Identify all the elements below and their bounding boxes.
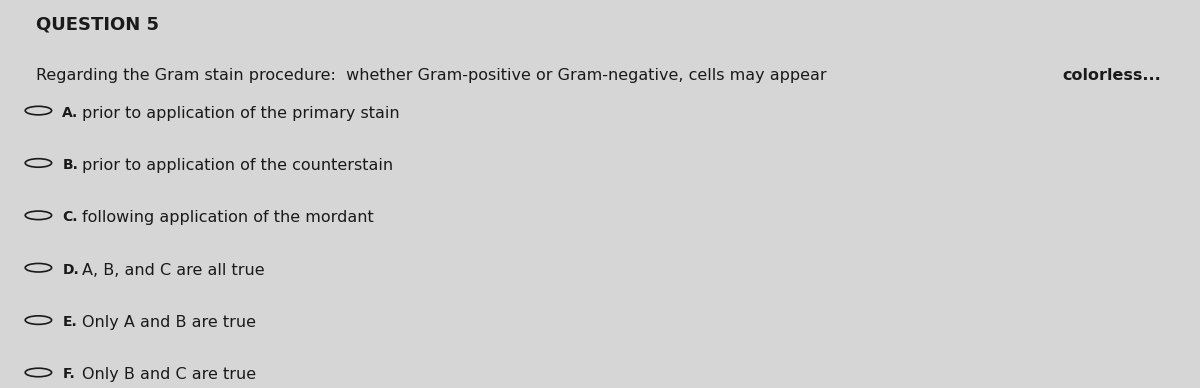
Text: Only A and B are true: Only A and B are true bbox=[82, 315, 256, 330]
Text: B.: B. bbox=[62, 158, 78, 172]
Text: QUESTION 5: QUESTION 5 bbox=[36, 16, 158, 33]
Text: following application of the mordant: following application of the mordant bbox=[82, 210, 373, 225]
Text: F.: F. bbox=[62, 367, 76, 381]
Text: A, B, and C are all true: A, B, and C are all true bbox=[82, 263, 264, 278]
Text: Only B and C are true: Only B and C are true bbox=[82, 367, 256, 383]
Text: A.: A. bbox=[62, 106, 79, 120]
Text: C.: C. bbox=[62, 210, 78, 224]
Text: D.: D. bbox=[62, 263, 79, 277]
Text: E.: E. bbox=[62, 315, 77, 329]
Text: prior to application of the counterstain: prior to application of the counterstain bbox=[82, 158, 392, 173]
Text: Regarding the Gram stain procedure:  whether Gram-positive or Gram-negative, cel: Regarding the Gram stain procedure: whet… bbox=[36, 68, 832, 83]
Text: colorless...: colorless... bbox=[1063, 68, 1162, 83]
Text: prior to application of the primary stain: prior to application of the primary stai… bbox=[82, 106, 400, 121]
